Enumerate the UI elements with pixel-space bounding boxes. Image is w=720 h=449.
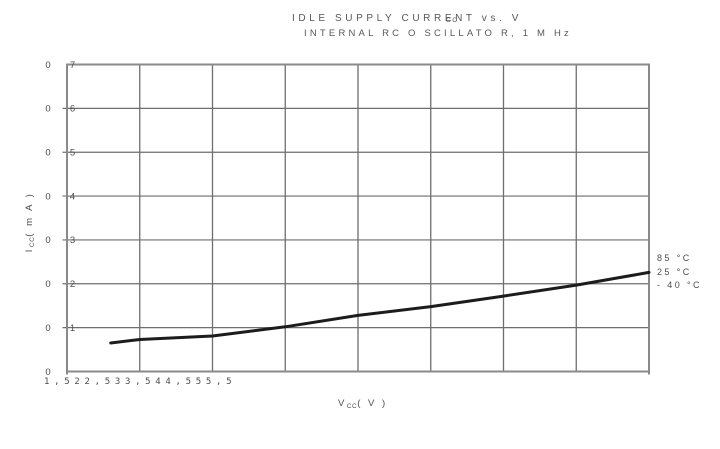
y-tick-zero: 0 [45,235,50,246]
y-tick-zero: 0 [45,323,50,334]
legend-item-minus40c: - 40 °C [657,280,702,290]
legend: 85 °C 25 °C - 40 °C [657,252,702,293]
chart-title-displaced-subscript: CC [446,17,459,24]
y-axis-unit: ( m A ) [24,191,35,237]
y-tick-digit: 2 [70,279,75,290]
x-tick-labels: 1,522,533,544,555,5 [44,377,237,387]
y-tick-digit: 7 [70,60,75,71]
legend-item-85c: 85 °C [657,253,692,263]
y-tick-zero: 0 [45,60,50,71]
legend-item-25c: 25 °C [657,266,692,277]
x-axis-label: VCC( V ) [338,398,388,410]
y-tick-zero: 0 [45,104,50,115]
plot-border [66,63,650,373]
chart-subtitle: INTERNAL RC O SCILLATO R, 1 M Hz [304,28,572,39]
y-tick-zero: 0 [45,191,50,202]
y-tick-zero: 0 [45,367,50,378]
data-curve [109,270,651,345]
x-axis-subscript: CC [346,403,358,410]
y-tick-zero: 0 [45,279,50,290]
y-tick-digit: 4 [70,191,75,202]
chart-title: IDLE SUPPLY CURRENT vs. V [292,13,523,24]
y-tick-digit: 3 [70,235,75,246]
y-tick-digit: 1 [70,323,75,334]
y-tick-zero: 0 [45,148,50,159]
x-axis-symbol: V [338,398,347,409]
y-tick-digit: 6 [70,104,75,115]
y-axis-symbol: I [24,247,35,253]
y-axis-label: ICC( m A ) [24,192,36,252]
x-axis-unit: ( V ) [357,398,388,409]
y-tick-digit: 5 [70,148,75,159]
y-axis-subscript: CC [29,236,36,248]
